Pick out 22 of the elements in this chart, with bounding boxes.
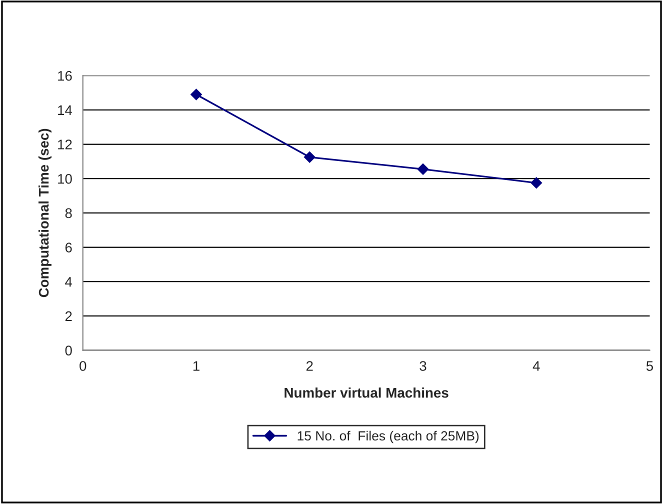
y-tick-label: 8: [65, 208, 72, 218]
y-tick-label: 16: [58, 70, 72, 81]
y-tick-label: 14: [58, 105, 72, 115]
y-tick-label: 4: [65, 277, 72, 287]
x-tick-label: 4: [532, 361, 540, 371]
x-axis-title: Number virtual Machines: [284, 388, 448, 398]
legend-label: 15 No. of Files (each of 25MB): [298, 430, 479, 444]
x-tick-label: 5: [646, 361, 654, 371]
y-tick-label: 6: [65, 242, 72, 252]
x-tick-label: 0: [80, 361, 86, 371]
point: [304, 152, 316, 163]
point: [417, 164, 429, 175]
point: [190, 88, 202, 100]
y-tick-label: 12: [58, 140, 72, 150]
point: [530, 177, 542, 189]
x-tick-label: 2: [306, 361, 313, 371]
x-tick-label: 3: [420, 361, 426, 371]
y-axis-title: Computational Time (sec): [38, 128, 52, 298]
x-tick-label: 1: [193, 361, 200, 371]
y-tick-label: 10: [58, 174, 72, 184]
y-tick-label: 0: [65, 346, 72, 356]
y-tick-label: 2: [65, 311, 72, 321]
